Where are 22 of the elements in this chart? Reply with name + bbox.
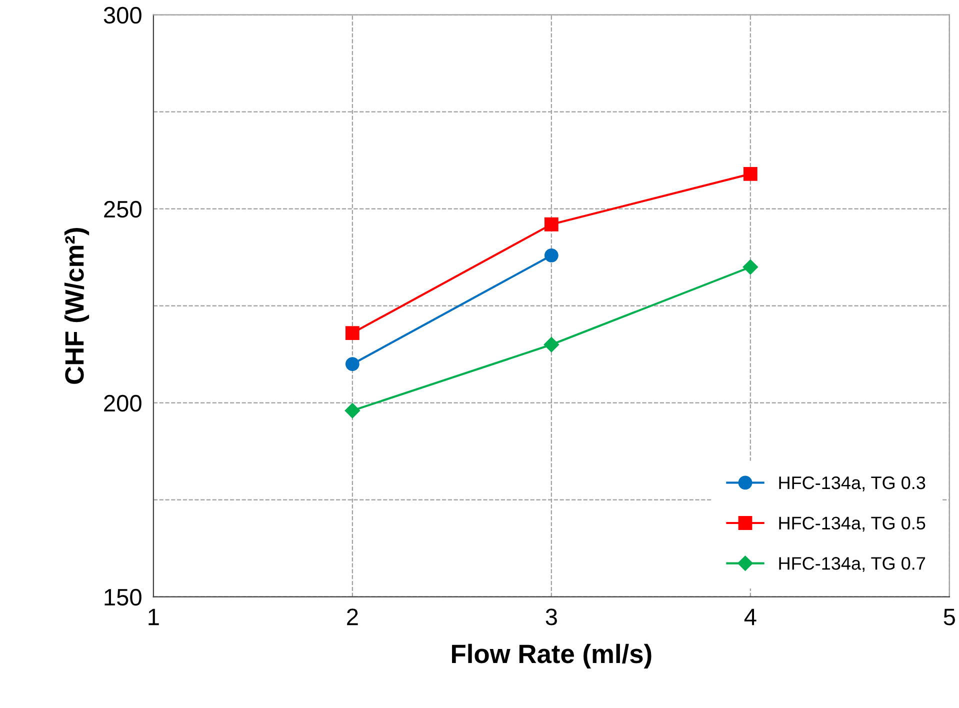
point — [345, 326, 360, 340]
x-axis-title: Flow Rate (ml/s) — [452, 644, 652, 668]
y-tick-label: 300 — [104, 6, 142, 24]
x-tick-label: 1 — [148, 608, 159, 626]
point — [344, 403, 360, 418]
y-tick-label: 150 — [104, 588, 142, 606]
point — [345, 357, 360, 371]
legend-label: HFC-134a, TG 0.5 — [779, 516, 926, 532]
x-tick-label: 5 — [944, 608, 955, 626]
legend-label: HFC-134a, TG 0.7 — [779, 557, 926, 572]
legend-label: HFC-134a, TG 0.3 — [779, 476, 926, 492]
point — [544, 217, 558, 232]
x-tick-label: 3 — [546, 608, 557, 626]
point — [544, 337, 559, 352]
point — [742, 259, 758, 275]
point — [743, 166, 758, 181]
x-tick-label: 2 — [347, 608, 358, 626]
y-axis-title: CHF (W/cm²) — [64, 228, 90, 384]
y-tick-label: 250 — [104, 200, 142, 218]
point — [544, 248, 558, 262]
y-tick-label: 200 — [104, 394, 142, 412]
x-tick-label: 4 — [744, 608, 756, 626]
